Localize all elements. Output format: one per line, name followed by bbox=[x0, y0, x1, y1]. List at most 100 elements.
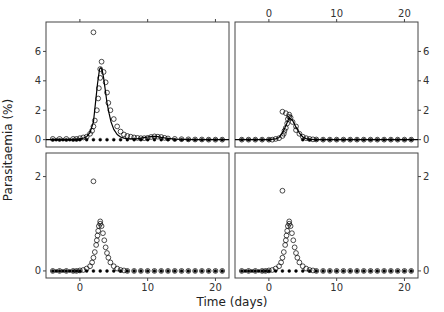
y-tick bbox=[43, 176, 46, 177]
x-tick-label: 20 bbox=[398, 282, 411, 293]
filled-point bbox=[396, 269, 399, 272]
marks bbox=[239, 188, 413, 273]
marks bbox=[235, 109, 418, 142]
chart-svg: 0246Parasitaemia (%)0102002460102002Time… bbox=[0, 0, 444, 312]
x-tick bbox=[268, 278, 269, 281]
y-tick-label: 0 bbox=[35, 134, 41, 145]
x-tick bbox=[336, 278, 337, 281]
open-point bbox=[152, 269, 157, 274]
filled-point bbox=[244, 269, 247, 272]
filled-point bbox=[112, 269, 115, 272]
filled-point bbox=[200, 269, 203, 272]
open-point bbox=[132, 269, 137, 274]
chart-container: 0246Parasitaemia (%)0102002460102002Time… bbox=[0, 0, 444, 312]
filled-point bbox=[315, 269, 318, 272]
open-point bbox=[213, 269, 218, 274]
x-tick bbox=[215, 19, 216, 22]
filled-point bbox=[295, 269, 298, 272]
x-tick-label: 10 bbox=[141, 282, 154, 293]
x-tick bbox=[147, 19, 148, 22]
filled-point bbox=[274, 269, 277, 272]
filled-point bbox=[65, 269, 68, 272]
open-point bbox=[355, 269, 360, 274]
filled-point bbox=[194, 269, 197, 272]
filled-point bbox=[106, 269, 109, 272]
open-point bbox=[284, 233, 289, 238]
x-tick bbox=[79, 278, 80, 281]
x-tick bbox=[268, 19, 269, 22]
open-point bbox=[292, 245, 297, 250]
open-point bbox=[98, 219, 103, 224]
open-point bbox=[125, 269, 130, 274]
filled-point bbox=[362, 269, 365, 272]
fit-line bbox=[46, 68, 229, 140]
filled-point bbox=[250, 269, 253, 272]
open-point bbox=[105, 251, 110, 256]
filled-point bbox=[281, 269, 284, 272]
y-tick bbox=[418, 80, 421, 81]
filled-point bbox=[301, 138, 304, 141]
open-point bbox=[115, 124, 120, 129]
filled-point bbox=[389, 269, 392, 272]
filled-point bbox=[58, 269, 61, 272]
filled-point bbox=[335, 269, 338, 272]
filled-point bbox=[173, 269, 176, 272]
open-point bbox=[281, 250, 286, 255]
filled-point bbox=[257, 269, 260, 272]
open-point bbox=[409, 269, 414, 274]
open-point bbox=[92, 250, 97, 255]
open-point bbox=[341, 269, 346, 274]
open-point bbox=[91, 179, 96, 184]
y-tick-label: 2 bbox=[423, 105, 429, 116]
open-point bbox=[382, 269, 387, 274]
open-point bbox=[179, 269, 184, 274]
y-tick-label: 0 bbox=[423, 265, 429, 276]
filled-point bbox=[369, 269, 372, 272]
open-point bbox=[321, 269, 326, 274]
filled-point bbox=[85, 269, 88, 272]
open-point bbox=[99, 224, 104, 229]
x-tick-label: 20 bbox=[398, 8, 411, 19]
open-point bbox=[64, 269, 69, 274]
panel: 010200246 bbox=[235, 8, 429, 147]
filled-point bbox=[254, 269, 257, 272]
filled-point bbox=[267, 269, 270, 272]
open-point bbox=[50, 269, 55, 274]
filled-point bbox=[75, 269, 78, 272]
open-point bbox=[395, 269, 400, 274]
filled-point bbox=[78, 269, 81, 272]
panel: 0102002 bbox=[35, 153, 229, 293]
open-point bbox=[111, 117, 116, 122]
x-tick-label: 10 bbox=[330, 8, 343, 19]
y-tick-label: 4 bbox=[423, 75, 429, 86]
filled-point bbox=[288, 269, 291, 272]
filled-point bbox=[139, 269, 142, 272]
open-point bbox=[145, 269, 150, 274]
open-point bbox=[279, 260, 284, 265]
open-point bbox=[283, 243, 288, 248]
open-point bbox=[280, 188, 285, 193]
filled-point bbox=[356, 269, 359, 272]
filled-point bbox=[160, 138, 163, 141]
filled-point bbox=[99, 269, 102, 272]
open-point bbox=[285, 228, 290, 233]
y-tick bbox=[418, 110, 421, 111]
panel: 0246 bbox=[35, 19, 229, 147]
open-point bbox=[64, 137, 69, 142]
filled-point bbox=[328, 269, 331, 272]
open-point bbox=[95, 233, 100, 238]
plot-frame bbox=[46, 153, 229, 278]
filled-point bbox=[349, 269, 352, 272]
filled-point bbox=[92, 138, 95, 141]
open-point bbox=[334, 269, 339, 274]
y-tick bbox=[418, 270, 421, 271]
x-tick-label: 0 bbox=[77, 282, 83, 293]
filled-point bbox=[240, 269, 243, 272]
y-tick-label: 2 bbox=[35, 171, 41, 182]
filled-point bbox=[403, 269, 406, 272]
open-point bbox=[348, 269, 353, 274]
filled-point bbox=[72, 269, 75, 272]
y-axis-label: Parasitaemia (%) bbox=[1, 99, 15, 201]
filled-point bbox=[119, 269, 122, 272]
filled-point bbox=[187, 269, 190, 272]
